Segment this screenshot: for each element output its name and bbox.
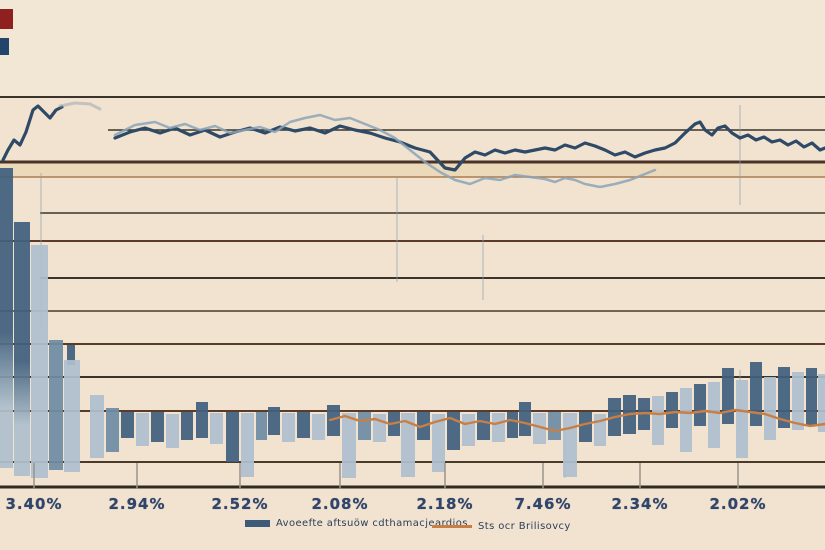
- bar: [64, 360, 80, 472]
- bar: [136, 413, 149, 446]
- bar: [778, 367, 790, 428]
- bar: [818, 374, 825, 432]
- orange-line-series: [328, 408, 825, 433]
- bar: [256, 412, 267, 440]
- bar: [722, 368, 734, 424]
- bar: [297, 412, 310, 438]
- legend-label: Sts ocr Brilisovcy: [478, 521, 571, 532]
- bar: [241, 413, 254, 477]
- bar: [312, 414, 325, 440]
- bar: [90, 395, 104, 458]
- bar: [67, 345, 75, 365]
- navy-mark: [0, 38, 9, 55]
- red-mark: [0, 9, 13, 29]
- bar: [666, 392, 678, 428]
- legend-label: Avoeefte aftsuöw cdthamacjeardios: [276, 518, 468, 529]
- bar: [327, 405, 340, 436]
- bar: [181, 412, 193, 440]
- x-axis-label: 2.18%: [416, 495, 474, 513]
- chart-legend: Avoeefte aftsuöw cdthamacjeardios Sts ocr…: [0, 514, 825, 538]
- x-axis-label: 2.94%: [108, 495, 166, 513]
- bar: [764, 377, 776, 440]
- bar: [563, 413, 577, 477]
- bar: [579, 412, 592, 442]
- bar: [14, 222, 30, 476]
- bar: [226, 412, 239, 462]
- bar: [358, 412, 371, 440]
- bar: [792, 372, 804, 430]
- bar: [680, 388, 692, 452]
- x-axis-label: 2.08%: [311, 495, 369, 513]
- bar: [31, 245, 48, 478]
- bar: [708, 382, 720, 448]
- bar: [533, 413, 546, 444]
- bar: [342, 413, 356, 478]
- x-axis-label: 7.46%: [514, 495, 572, 513]
- x-axis-label: 3.40%: [5, 495, 63, 513]
- x-axis-label: 2.34%: [611, 495, 669, 513]
- bar: [121, 412, 134, 438]
- bar: [268, 407, 280, 435]
- bar: [282, 413, 295, 442]
- bar: [694, 384, 706, 426]
- bar: [652, 396, 664, 445]
- bar: [0, 168, 13, 468]
- bar: [492, 413, 505, 442]
- bar: [477, 412, 490, 440]
- bar: [806, 368, 817, 426]
- bar: [507, 412, 518, 438]
- bar: [462, 414, 475, 446]
- bar: [151, 412, 164, 442]
- top-strip: [0, 0, 825, 97]
- secondary-line-series: [113, 113, 657, 189]
- primary-line-series: [1, 104, 64, 162]
- legend-item: Avoeefte aftsuöw cdthamacjeardios: [245, 518, 468, 529]
- bar: [106, 408, 119, 452]
- bar: [401, 413, 415, 477]
- legend-line-swatch-primary: [245, 520, 270, 527]
- bar: [166, 414, 179, 448]
- ghost-line-series: [58, 101, 102, 111]
- primary-line-continued-series: [113, 120, 825, 172]
- bar: [736, 380, 748, 458]
- bar: [548, 412, 561, 440]
- bar: [210, 413, 223, 444]
- x-axis-label: 2.02%: [709, 495, 767, 513]
- legend-line-swatch-orange: [432, 525, 472, 528]
- bar: [519, 402, 531, 436]
- bar: [49, 340, 63, 470]
- bar: [432, 414, 445, 472]
- x-axis-label: 2.52%: [211, 495, 269, 513]
- highlight-band: [0, 162, 825, 177]
- bar: [750, 362, 762, 426]
- bar: [196, 402, 208, 438]
- legend-item: Sts ocr Brilisovcy: [432, 521, 571, 532]
